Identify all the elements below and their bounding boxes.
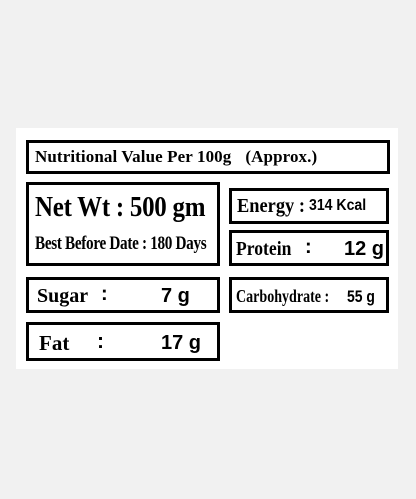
nutrition-title-box: Nutritional Value Per 100g (Approx.)	[26, 140, 390, 174]
energy-value: 314 Kcal	[308, 197, 367, 214]
nutrition-title: Nutritional Value Per 100g	[35, 147, 232, 166]
protein-value: 12 g	[344, 238, 385, 260]
fat-label: Fat	[39, 331, 70, 355]
protein-box: Protein : 12 g	[229, 230, 389, 266]
fat-box: Fat : 17 g	[26, 322, 220, 361]
net-weight-text: Net Wt : 500 gm	[35, 191, 206, 223]
nutrition-label-panel: Nutritional Value Per 100g (Approx.) Net…	[16, 128, 398, 369]
sugar-box: Sugar : 7 g	[26, 277, 220, 313]
carbohydrate-value: 55 g	[347, 287, 375, 306]
carbohydrate-label: Carbohydrate :	[236, 286, 330, 306]
energy-box: Energy : 314 Kcal	[229, 188, 389, 224]
net-weight-box: Net Wt : 500 gm Best Before Date : 180 D…	[26, 182, 220, 266]
energy-label: Energy :	[237, 194, 305, 217]
sugar-colon: :	[101, 283, 108, 305]
sugar-label: Sugar	[37, 285, 89, 307]
carbohydrate-box: Carbohydrate : 55 g	[229, 277, 389, 313]
fat-value: 17 g	[161, 332, 202, 354]
protein-label: Protein	[236, 238, 292, 260]
sugar-value: 7 g	[161, 285, 190, 307]
best-before-text: Best Before Date : 180 Days	[35, 233, 207, 254]
fat-colon: :	[97, 330, 104, 353]
nutrition-title-approx: (Approx.)	[245, 147, 318, 166]
protein-colon: :	[305, 236, 312, 258]
